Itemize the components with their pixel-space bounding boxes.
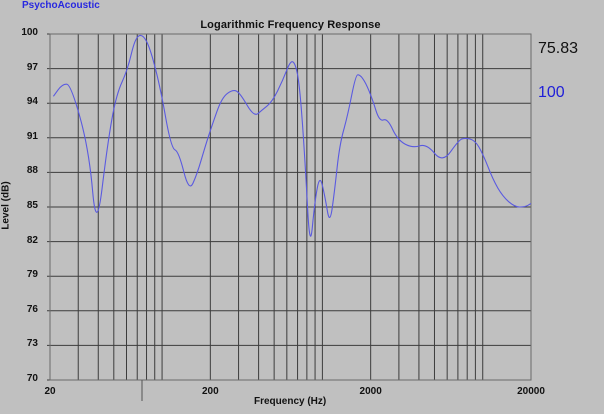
y-tick-label: 100 — [21, 27, 38, 38]
y-tick-label: 91 — [26, 130, 38, 142]
grid-lines — [47, 33, 532, 381]
y-tick-label: 82 — [26, 234, 38, 246]
x-axis-label: Frequency (Hz) — [254, 396, 327, 407]
y-tick-label: 88 — [26, 165, 38, 177]
brand-label: PsychoAcoustic — [22, 0, 100, 11]
response-curve — [52, 34, 532, 237]
y-tick-label: 79 — [26, 269, 38, 281]
y-tick-label: 85 — [26, 200, 38, 211]
y-tick-label: 94 — [26, 96, 38, 108]
secondary-readout: 100 — [538, 84, 565, 101]
y-tick-label: 76 — [26, 303, 38, 315]
level-readout: 75.83 — [538, 40, 579, 57]
x-tick-label: 2000 — [359, 386, 382, 397]
y-tick-label: 73 — [26, 338, 38, 350]
y-tick-label: 97 — [26, 61, 38, 73]
x-tick-label: 200 — [201, 386, 219, 397]
chart-title: Logarithmic Frequency Response — [200, 19, 381, 31]
y-tick-label: 70 — [26, 373, 38, 384]
x-tick-label: 20000 — [517, 386, 545, 397]
plot-frame — [49, 33, 532, 381]
x-tick-label: 20 — [44, 386, 56, 397]
